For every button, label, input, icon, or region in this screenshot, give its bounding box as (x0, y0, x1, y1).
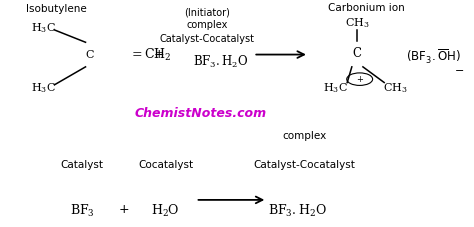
Text: $\mathregular{(BF_3.\overline{O}H)}$: $\mathregular{(BF_3.\overline{O}H)}$ (406, 48, 461, 66)
Text: Cocatalyst: Cocatalyst (138, 160, 193, 170)
Text: $\mathregular{BF_3}$: $\mathregular{BF_3}$ (70, 203, 95, 219)
Text: ChemistNotes.com: ChemistNotes.com (134, 107, 266, 120)
Text: (Initiator): (Initiator) (184, 7, 230, 17)
Text: $\mathregular{H_3C}$: $\mathregular{H_3C}$ (31, 21, 56, 35)
Text: Carbonium ion: Carbonium ion (328, 2, 405, 13)
Text: $\mathregular{H_3C}$: $\mathregular{H_3C}$ (323, 81, 347, 95)
Text: $\mathregular{BF_3.H_2O}$: $\mathregular{BF_3.H_2O}$ (268, 203, 327, 219)
Text: $\mathregular{=CH_2}$: $\mathregular{=CH_2}$ (128, 47, 171, 63)
Text: $-$: $-$ (454, 64, 464, 74)
Text: complex: complex (282, 131, 326, 141)
Text: C: C (353, 47, 362, 60)
Text: Isobutylene: Isobutylene (27, 4, 87, 14)
Text: $\mathregular{CH_3}$: $\mathregular{CH_3}$ (345, 16, 370, 30)
Text: Catalyst-Cocatalyst: Catalyst-Cocatalyst (253, 160, 355, 170)
Text: $\mathregular{BF_3.H_2O}$: $\mathregular{BF_3.H_2O}$ (193, 54, 249, 70)
Text: complex: complex (186, 20, 228, 30)
Text: $\mathregular{CH_3}$: $\mathregular{CH_3}$ (383, 81, 408, 95)
Text: $+$: $+$ (118, 203, 129, 216)
Text: Catalyst: Catalyst (61, 160, 104, 170)
Text: $\mathregular{H_2O}$: $\mathregular{H_2O}$ (151, 203, 180, 219)
Text: +: + (153, 48, 164, 61)
Text: C: C (85, 49, 93, 59)
Text: +: + (356, 75, 363, 84)
Text: $\mathregular{H_3C}$: $\mathregular{H_3C}$ (31, 81, 56, 95)
Text: Catalyst-Cocatalyst: Catalyst-Cocatalyst (160, 34, 255, 44)
